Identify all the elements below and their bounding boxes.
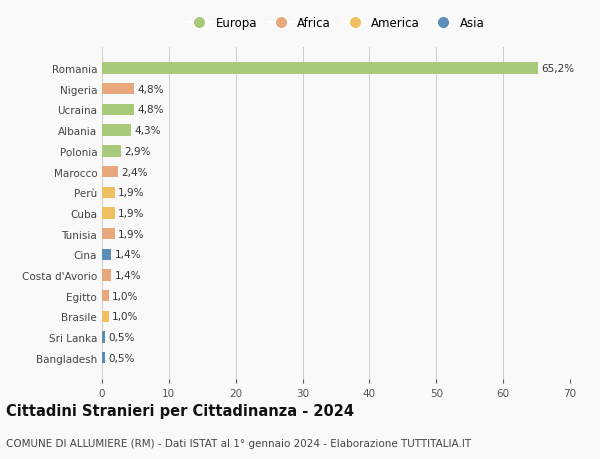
Bar (102, 208, 115, 219)
Bar (102, 146, 121, 157)
Bar (102, 311, 109, 322)
Text: 1,0%: 1,0% (112, 291, 139, 301)
Text: 1,9%: 1,9% (118, 208, 145, 218)
Text: 2,9%: 2,9% (125, 146, 151, 157)
Bar (102, 125, 131, 136)
Text: 1,9%: 1,9% (118, 188, 145, 198)
Bar (102, 84, 134, 95)
Text: 0,5%: 0,5% (109, 353, 135, 363)
Legend: Europa, Africa, America, Asia: Europa, Africa, America, Asia (185, 14, 487, 32)
Text: 4,8%: 4,8% (137, 105, 164, 115)
Bar (102, 105, 134, 116)
Bar (102, 63, 538, 74)
Text: 0,5%: 0,5% (109, 332, 135, 342)
Text: 4,8%: 4,8% (137, 84, 164, 95)
Bar (102, 229, 115, 240)
Text: 1,9%: 1,9% (118, 229, 145, 239)
Bar (102, 187, 115, 198)
Text: 4,3%: 4,3% (134, 126, 161, 136)
Text: 1,0%: 1,0% (112, 312, 139, 322)
Bar (102, 167, 118, 178)
Bar (102, 249, 112, 260)
Bar (102, 332, 106, 343)
Text: Cittadini Stranieri per Cittadinanza - 2024: Cittadini Stranieri per Cittadinanza - 2… (6, 403, 354, 419)
Text: 65,2%: 65,2% (541, 64, 574, 74)
Text: 1,4%: 1,4% (115, 250, 141, 260)
Bar (102, 270, 112, 281)
Bar (102, 291, 109, 302)
Text: COMUNE DI ALLUMIERE (RM) - Dati ISTAT al 1° gennaio 2024 - Elaborazione TUTTITAL: COMUNE DI ALLUMIERE (RM) - Dati ISTAT al… (6, 438, 471, 448)
Text: 2,4%: 2,4% (121, 167, 148, 177)
Bar (102, 353, 106, 364)
Text: 1,4%: 1,4% (115, 270, 141, 280)
